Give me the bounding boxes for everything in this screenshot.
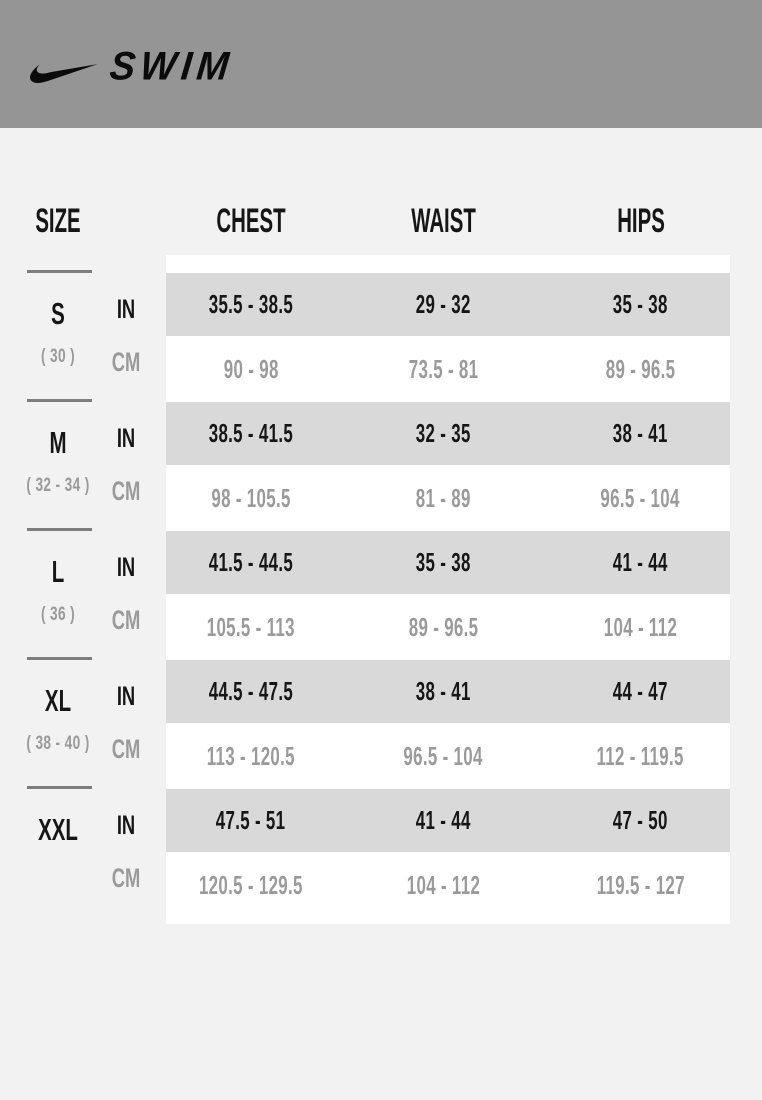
unit-label-cm: CM	[111, 605, 141, 635]
waist-in-value: 29 - 32	[416, 289, 471, 319]
row-inches: 47.5 - 51 41 - 44 47 - 50	[166, 789, 730, 852]
chest-in-value: 47.5 - 51	[216, 805, 286, 835]
size-label: L	[51, 554, 65, 589]
hips-cm-value: 112 - 119.5	[596, 741, 685, 771]
unit-label-cm: CM	[111, 734, 141, 764]
unit-label-cm: CM	[111, 476, 141, 506]
hips-in-value: 44 - 47	[613, 676, 668, 706]
size-group-xxl: XXL IN CM	[0, 786, 166, 918]
hips-in-value: 41 - 44	[613, 547, 668, 577]
row-inches: 41.5 - 44.5 35 - 38 41 - 44	[166, 531, 730, 594]
row-centimeters: 120.5 - 129.5 104 - 112 119.5 - 127	[166, 852, 730, 918]
size-label: XL	[44, 683, 72, 718]
waist-in-value: 32 - 35	[416, 418, 471, 448]
size-divider-line	[27, 399, 92, 402]
column-header-waist: WAIST	[411, 202, 476, 240]
hips-in-value: 35 - 38	[613, 289, 668, 319]
chest-in-value: 41.5 - 44.5	[208, 547, 294, 577]
unit-label-cm: CM	[111, 863, 141, 893]
row-inches: 35.5 - 38.5 29 - 32 35 - 38	[166, 273, 730, 336]
chest-in-value: 38.5 - 41.5	[208, 418, 294, 448]
waist-in-value: 38 - 41	[416, 676, 471, 706]
chest-cm-value: 98 - 105.5	[211, 483, 291, 513]
size-group-l: L ( 36 ) IN CM	[0, 528, 166, 660]
size-divider-line	[27, 786, 92, 789]
size-rail: S ( 30 ) IN CM M ( 32 - 34 ) IN CM L ( 3…	[0, 255, 166, 924]
hips-cm-value: 119.5 - 127	[596, 870, 685, 900]
brand-logo: SWIM	[30, 44, 236, 90]
unit-label-cm: CM	[111, 347, 141, 377]
measure-group-xxl: 47.5 - 51 41 - 44 47 - 50 120.5 - 129.5 …	[166, 789, 730, 918]
measure-group-xl: 44.5 - 47.5 38 - 41 44 - 47 113 - 120.5 …	[166, 660, 730, 789]
unit-label-in: IN	[116, 681, 136, 711]
hips-in-value: 38 - 41	[613, 418, 668, 448]
size-divider-line	[27, 657, 92, 660]
column-header-hips: HIPS	[617, 202, 665, 240]
waist-cm-value: 104 - 112	[406, 870, 481, 900]
size-divider-line	[27, 528, 92, 531]
measure-group-s: 35.5 - 38.5 29 - 32 35 - 38 90 - 98 73.5…	[166, 273, 730, 402]
size-label: XXL	[38, 812, 78, 847]
size-divider-line	[27, 270, 92, 273]
size-numeric-range: ( 30 )	[40, 346, 76, 367]
row-centimeters: 105.5 - 113 89 - 96.5 104 - 112	[166, 594, 730, 660]
waist-cm-value: 81 - 89	[416, 483, 471, 513]
size-group-s: S ( 30 ) IN CM	[0, 270, 166, 402]
chest-cm-value: 105.5 - 113	[206, 612, 296, 642]
hips-cm-value: 104 - 112	[603, 612, 678, 642]
hips-cm-value: 96.5 - 104	[600, 483, 681, 513]
size-group-m: M ( 32 - 34 ) IN CM	[0, 399, 166, 531]
waist-in-value: 41 - 44	[416, 805, 471, 835]
chest-cm-value: 120.5 - 129.5	[199, 870, 303, 900]
size-numeric-range: ( 38 - 40 )	[26, 733, 90, 754]
waist-cm-value: 96.5 - 104	[403, 741, 484, 771]
unit-label-in: IN	[116, 423, 136, 453]
chest-cm-value: 113 - 120.5	[206, 741, 296, 771]
measure-group-m: 38.5 - 41.5 32 - 35 38 - 41 98 - 105.5 8…	[166, 402, 730, 531]
column-header-size: SIZE	[35, 202, 81, 240]
row-inches: 44.5 - 47.5 38 - 41 44 - 47	[166, 660, 730, 723]
size-label: M	[49, 425, 67, 460]
brand-header-bar: SWIM	[0, 0, 762, 128]
hips-in-value: 47 - 50	[613, 805, 668, 835]
unit-label-in: IN	[116, 552, 136, 582]
chest-in-value: 44.5 - 47.5	[208, 676, 294, 706]
column-header-chest: CHEST	[216, 202, 286, 240]
nike-swoosh-icon	[30, 64, 98, 83]
size-numeric-range: ( 32 - 34 )	[26, 475, 90, 496]
row-centimeters: 90 - 98 73.5 - 81 89 - 96.5	[166, 336, 730, 402]
row-centimeters: 113 - 120.5 96.5 - 104 112 - 119.5	[166, 723, 730, 789]
measurements-table: 35.5 - 38.5 29 - 32 35 - 38 90 - 98 73.5…	[166, 255, 730, 924]
waist-cm-value: 73.5 - 81	[408, 354, 479, 384]
size-label: S	[51, 296, 65, 331]
waist-in-value: 35 - 38	[416, 547, 471, 577]
measure-group-l: 41.5 - 44.5 35 - 38 41 - 44 105.5 - 113 …	[166, 531, 730, 660]
row-centimeters: 98 - 105.5 81 - 89 96.5 - 104	[166, 465, 730, 531]
row-inches: 38.5 - 41.5 32 - 35 38 - 41	[166, 402, 730, 465]
size-group-xl: XL ( 38 - 40 ) IN CM	[0, 657, 166, 789]
size-numeric-range: ( 36 )	[40, 604, 76, 625]
brand-wordmark: SWIM	[107, 44, 236, 90]
unit-label-in: IN	[116, 294, 136, 324]
unit-label-in: IN	[116, 810, 136, 840]
waist-cm-value: 89 - 96.5	[408, 612, 479, 642]
chest-in-value: 35.5 - 38.5	[208, 289, 294, 319]
chest-cm-value: 90 - 98	[223, 354, 279, 384]
hips-cm-value: 89 - 96.5	[605, 354, 676, 384]
